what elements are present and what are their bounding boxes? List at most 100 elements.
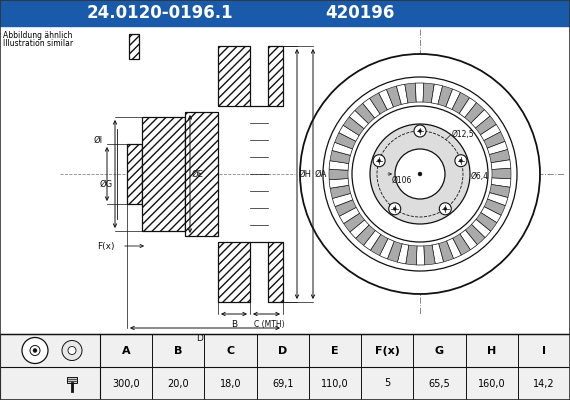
Polygon shape <box>332 193 353 207</box>
Polygon shape <box>356 225 375 245</box>
Polygon shape <box>484 199 505 215</box>
Text: Illustration similar: Illustration similar <box>3 39 73 48</box>
Circle shape <box>377 159 381 162</box>
Polygon shape <box>423 83 434 103</box>
Polygon shape <box>344 213 365 232</box>
Polygon shape <box>386 86 401 107</box>
Polygon shape <box>465 103 484 123</box>
Text: 20,0: 20,0 <box>168 378 189 388</box>
Bar <box>268 46 283 106</box>
Polygon shape <box>329 169 348 180</box>
Polygon shape <box>397 84 408 104</box>
Polygon shape <box>335 200 356 216</box>
Circle shape <box>30 346 40 356</box>
Polygon shape <box>492 168 511 179</box>
Bar <box>142 117 185 231</box>
Text: A: A <box>122 346 131 356</box>
Text: ØH: ØH <box>299 170 312 178</box>
Polygon shape <box>481 124 500 141</box>
Text: I: I <box>542 346 546 356</box>
Polygon shape <box>453 234 470 255</box>
Polygon shape <box>339 207 360 224</box>
Bar <box>218 46 250 106</box>
Text: 5: 5 <box>384 378 390 388</box>
Polygon shape <box>491 178 511 187</box>
Text: ATE: ATE <box>405 208 490 250</box>
Polygon shape <box>329 161 349 170</box>
Text: Ø12,5: Ø12,5 <box>451 130 474 139</box>
Polygon shape <box>439 241 454 262</box>
Bar <box>185 112 218 236</box>
Text: 160,0: 160,0 <box>478 378 506 388</box>
Circle shape <box>373 155 385 167</box>
Polygon shape <box>487 141 508 155</box>
Bar <box>142 117 185 231</box>
Circle shape <box>33 348 37 352</box>
Polygon shape <box>343 117 364 136</box>
Polygon shape <box>490 150 510 163</box>
Text: 110,0: 110,0 <box>321 378 349 388</box>
Polygon shape <box>465 224 485 245</box>
Polygon shape <box>487 193 508 206</box>
Polygon shape <box>388 241 402 262</box>
Polygon shape <box>335 133 356 149</box>
Text: F(x): F(x) <box>375 346 400 356</box>
Circle shape <box>22 338 48 364</box>
Circle shape <box>68 346 76 354</box>
Polygon shape <box>332 142 352 155</box>
Polygon shape <box>330 150 351 164</box>
Circle shape <box>444 207 447 210</box>
Text: ØI: ØI <box>94 136 103 144</box>
Polygon shape <box>355 103 374 124</box>
Text: ØG: ØG <box>100 180 113 188</box>
Circle shape <box>418 130 421 132</box>
Text: 420196: 420196 <box>325 4 394 22</box>
Polygon shape <box>370 234 388 256</box>
Polygon shape <box>339 125 359 141</box>
Polygon shape <box>460 230 477 250</box>
Polygon shape <box>380 238 394 259</box>
Polygon shape <box>350 220 369 238</box>
Text: B: B <box>174 346 182 356</box>
Polygon shape <box>476 212 497 231</box>
Polygon shape <box>329 178 349 188</box>
Polygon shape <box>397 244 409 264</box>
Polygon shape <box>415 83 424 102</box>
Bar <box>0 26 570 334</box>
Polygon shape <box>406 245 417 265</box>
Text: B: B <box>231 320 237 329</box>
Bar <box>0 0 570 26</box>
Polygon shape <box>424 245 435 265</box>
Bar <box>268 46 283 106</box>
Circle shape <box>455 155 467 167</box>
Text: G: G <box>435 346 444 356</box>
Text: Ø6,4: Ø6,4 <box>471 172 489 180</box>
Polygon shape <box>481 207 501 223</box>
Polygon shape <box>432 244 443 264</box>
Circle shape <box>389 203 401 215</box>
Circle shape <box>414 125 426 137</box>
Circle shape <box>393 207 396 210</box>
Polygon shape <box>363 98 380 118</box>
Bar <box>129 34 139 59</box>
Text: C (MTH): C (MTH) <box>254 320 284 329</box>
Text: 18,0: 18,0 <box>220 378 241 388</box>
Text: 65,5: 65,5 <box>429 378 450 388</box>
Circle shape <box>370 124 470 224</box>
Circle shape <box>352 106 488 242</box>
Bar <box>218 242 250 302</box>
Polygon shape <box>330 185 351 198</box>
Polygon shape <box>459 98 477 118</box>
Circle shape <box>439 203 451 215</box>
Polygon shape <box>490 184 510 198</box>
Text: F(x): F(x) <box>97 242 115 250</box>
Polygon shape <box>452 92 470 114</box>
Bar <box>218 46 250 106</box>
Polygon shape <box>364 230 381 250</box>
Text: E: E <box>331 346 339 356</box>
Polygon shape <box>475 116 496 135</box>
Polygon shape <box>416 246 425 265</box>
Bar <box>129 34 139 59</box>
Circle shape <box>62 340 82 360</box>
Polygon shape <box>471 219 491 238</box>
